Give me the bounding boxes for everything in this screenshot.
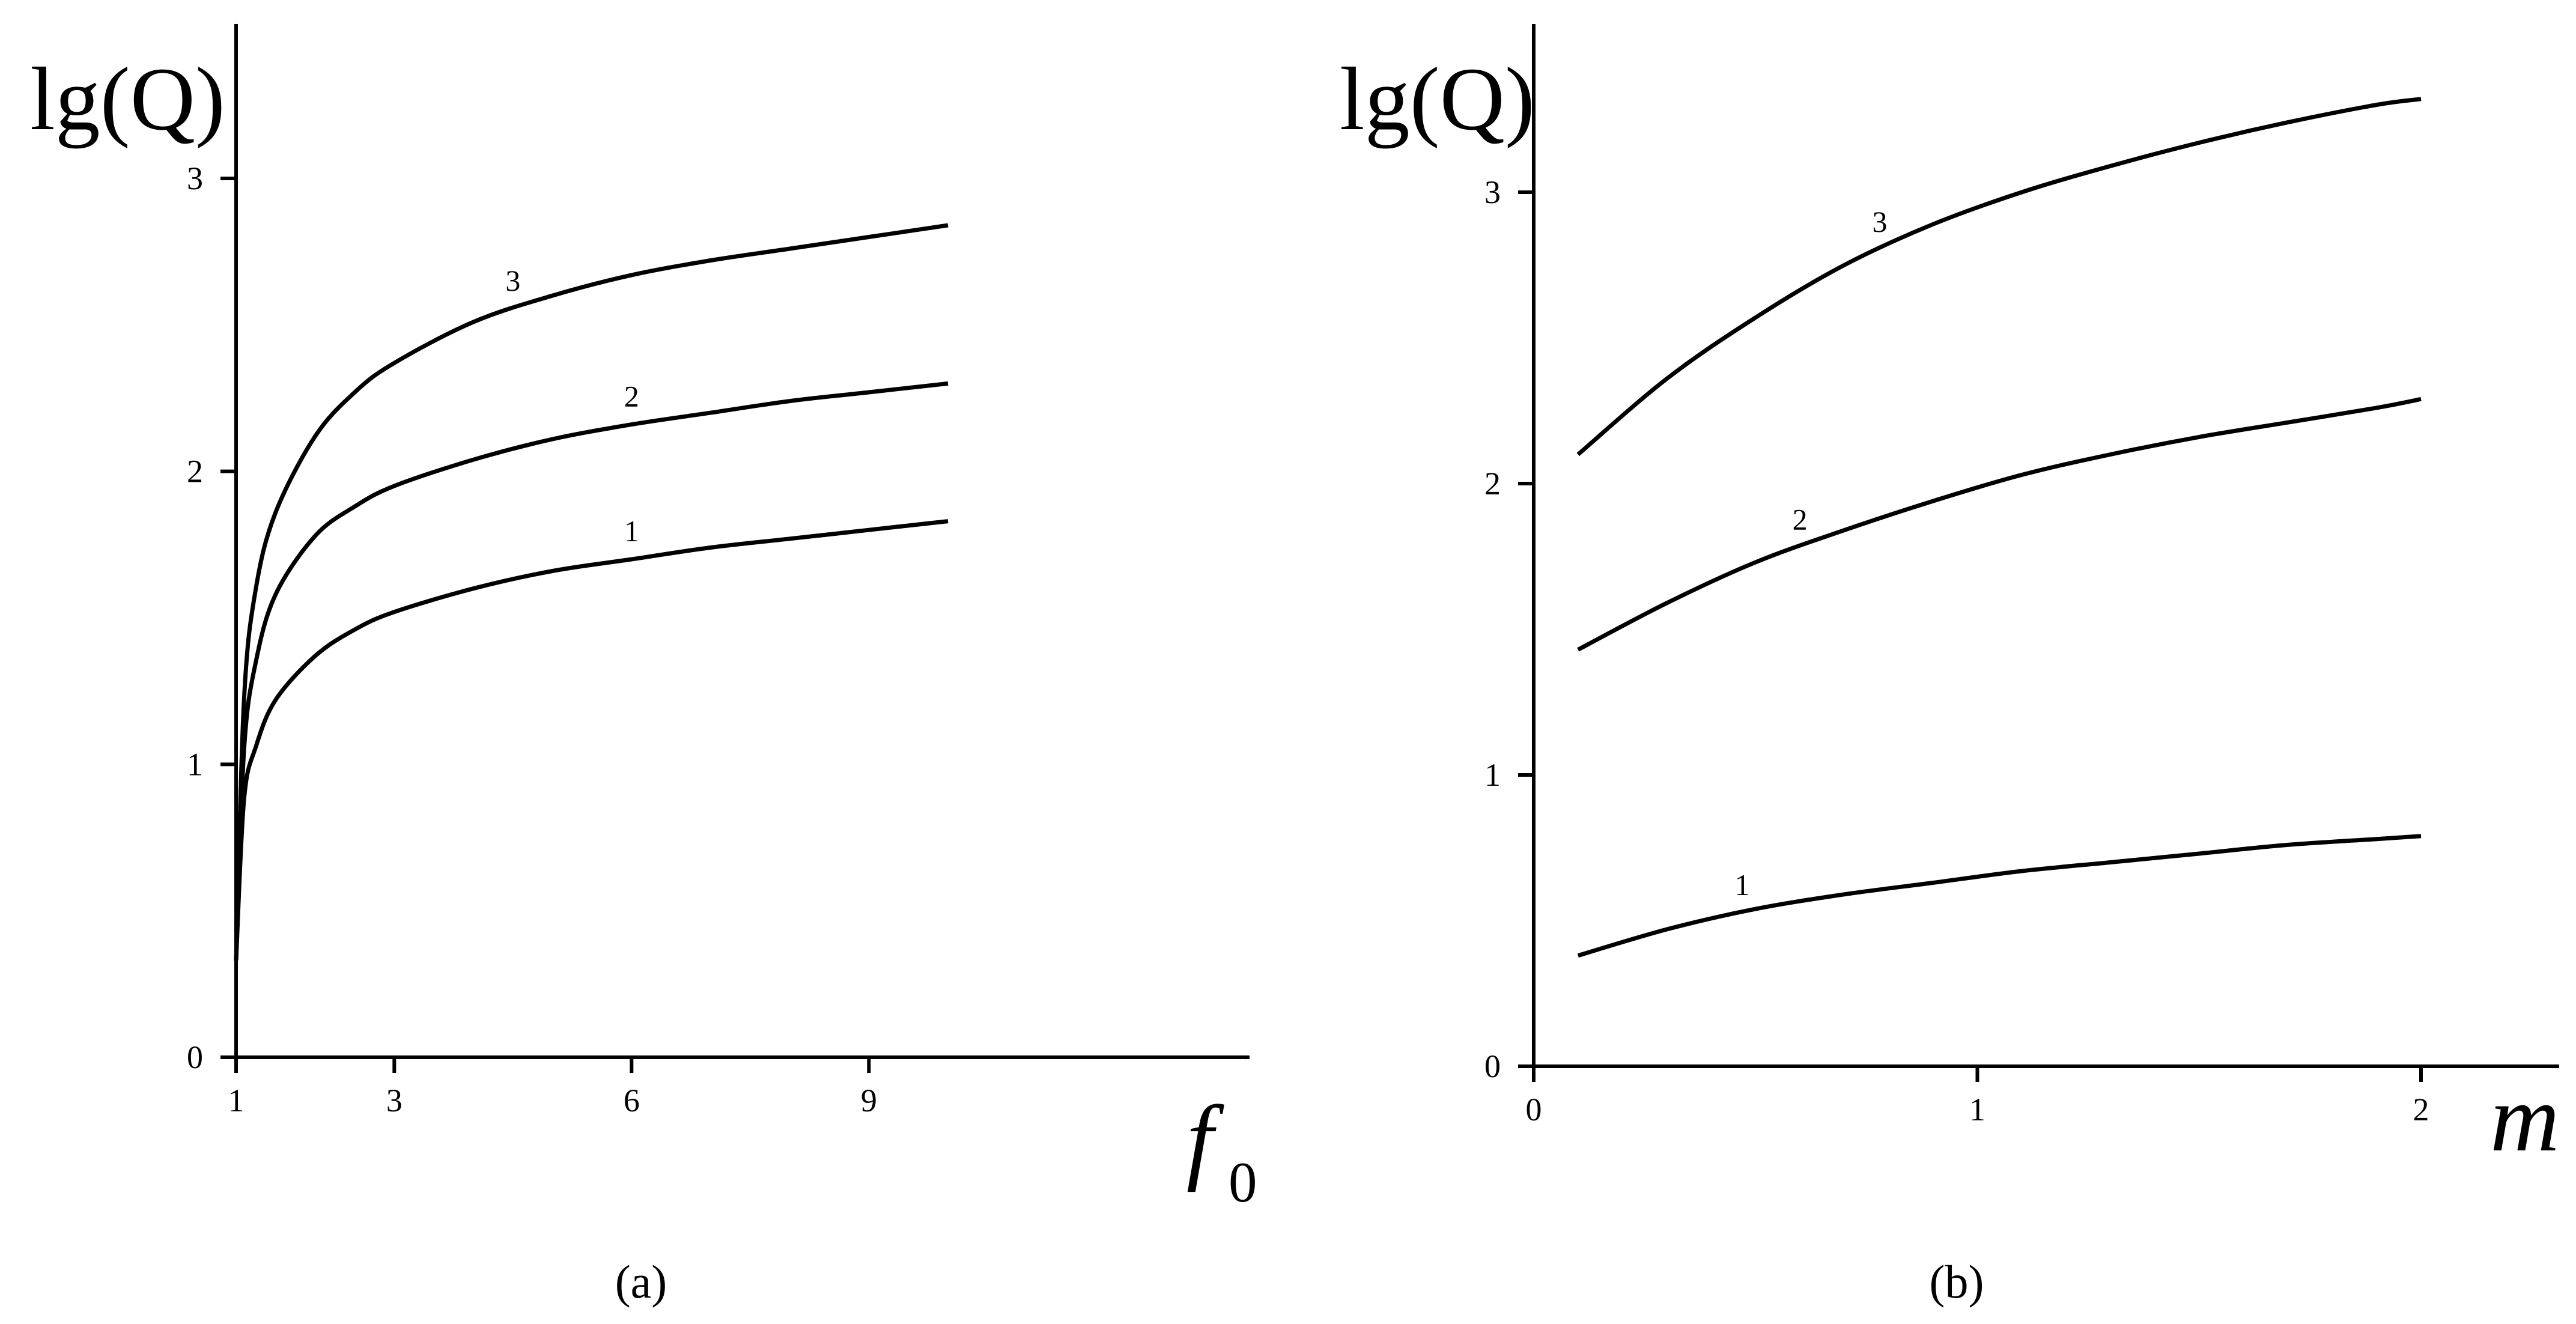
panel-a-x-tick-label: 3	[386, 1083, 402, 1119]
panel-a-y-axis-label: lg(Q)	[30, 49, 225, 149]
panel-a-y-tick-label: 1	[187, 746, 203, 782]
panel-a-x-tick-label: 1	[228, 1083, 245, 1119]
panel-b-x-tick-label: 1	[1969, 1092, 1985, 1128]
panel-b-x-tick-label: 2	[2413, 1092, 2429, 1128]
panel-a-series-3-label: 3	[505, 264, 520, 297]
panel-a-x-tick-label: 9	[861, 1083, 877, 1119]
panel-b-curve-labels: 1 2 3	[1735, 205, 1888, 902]
panel-b-series-2-line	[1577, 396, 2422, 652]
panel-a-series-1-label: 1	[624, 514, 639, 548]
panel-a-y-tick-label: 2	[187, 454, 203, 490]
panel-b-label: (b)	[1930, 1256, 1984, 1308]
panel-b-y-axis-label: lg(Q)	[1340, 49, 1535, 149]
panel-b-x-tick-label: 0	[1526, 1092, 1542, 1128]
panel-b-ticks: 0 1 2 0 1 2 3	[1484, 174, 2429, 1128]
panel-b-y-tick-label: 2	[1484, 466, 1501, 502]
panel-a-curves	[234, 223, 949, 961]
panel-a-series-1-line	[234, 519, 949, 961]
panel-b-series-1-label: 1	[1735, 868, 1750, 902]
panel-a-y-tick-label: 0	[187, 1039, 203, 1075]
panel-a-series-3-line	[234, 223, 949, 961]
panel-b-series-2-label: 2	[1793, 502, 1808, 536]
panel-a-y-tick-label: 3	[187, 160, 203, 196]
panel-b-y-tick-label: 0	[1484, 1048, 1501, 1084]
panel-a-series-2-line	[234, 381, 949, 961]
panel-b-curves	[1576, 97, 2422, 958]
panel-a-label: (a)	[615, 1256, 667, 1308]
panel-a-x-tick-label: 6	[624, 1083, 640, 1119]
panel-a-x-axis-label-subscript: 0	[1229, 1150, 1257, 1214]
panel-b-y-tick-label: 3	[1484, 174, 1501, 210]
panel-b-y-tick-label: 1	[1484, 757, 1501, 793]
panel-b: 0 1 2 0 1 2 3 1 2 3 lg(Q) m (b)	[1340, 23, 2560, 1308]
panel-a-x-axis-label: f	[1186, 1086, 1224, 1192]
panel-b-x-axis-label: m	[2490, 1064, 2560, 1171]
panel-a-series-2-label: 2	[624, 380, 639, 413]
panel-a-curve-labels: 1 2 3	[505, 264, 639, 548]
panel-b-series-3-label: 3	[1873, 205, 1888, 238]
panel-b-series-1-line	[1577, 834, 2422, 958]
panel-b-series-3-line	[1576, 97, 2422, 457]
